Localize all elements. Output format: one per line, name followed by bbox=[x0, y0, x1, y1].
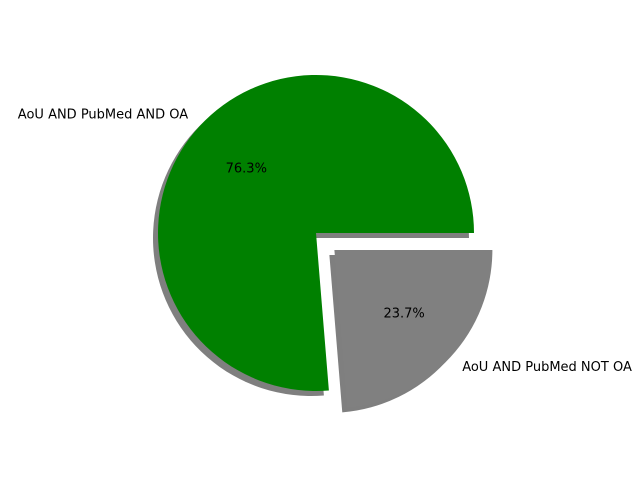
pie-category-label-aou-and-pubmed-not-oa: AoU AND PubMed NOT OA bbox=[462, 360, 632, 375]
pie-pct-label-aou-and-pubmed-and-oa: 76.3% bbox=[226, 161, 267, 176]
pie-slice-aou-and-pubmed-not-oa bbox=[334, 249, 493, 408]
slice-layer bbox=[157, 74, 493, 408]
pie-category-label-aou-and-pubmed-and-oa: AoU AND PubMed AND OA bbox=[18, 108, 188, 123]
label-layer: 76.3% AoU AND PubMed AND OA 23.7% AoU AND P… bbox=[18, 108, 632, 375]
pie-pct-label-aou-and-pubmed-not-oa: 23.7% bbox=[383, 307, 424, 322]
pie-slice-aou-and-pubmed-and-oa bbox=[157, 74, 474, 391]
